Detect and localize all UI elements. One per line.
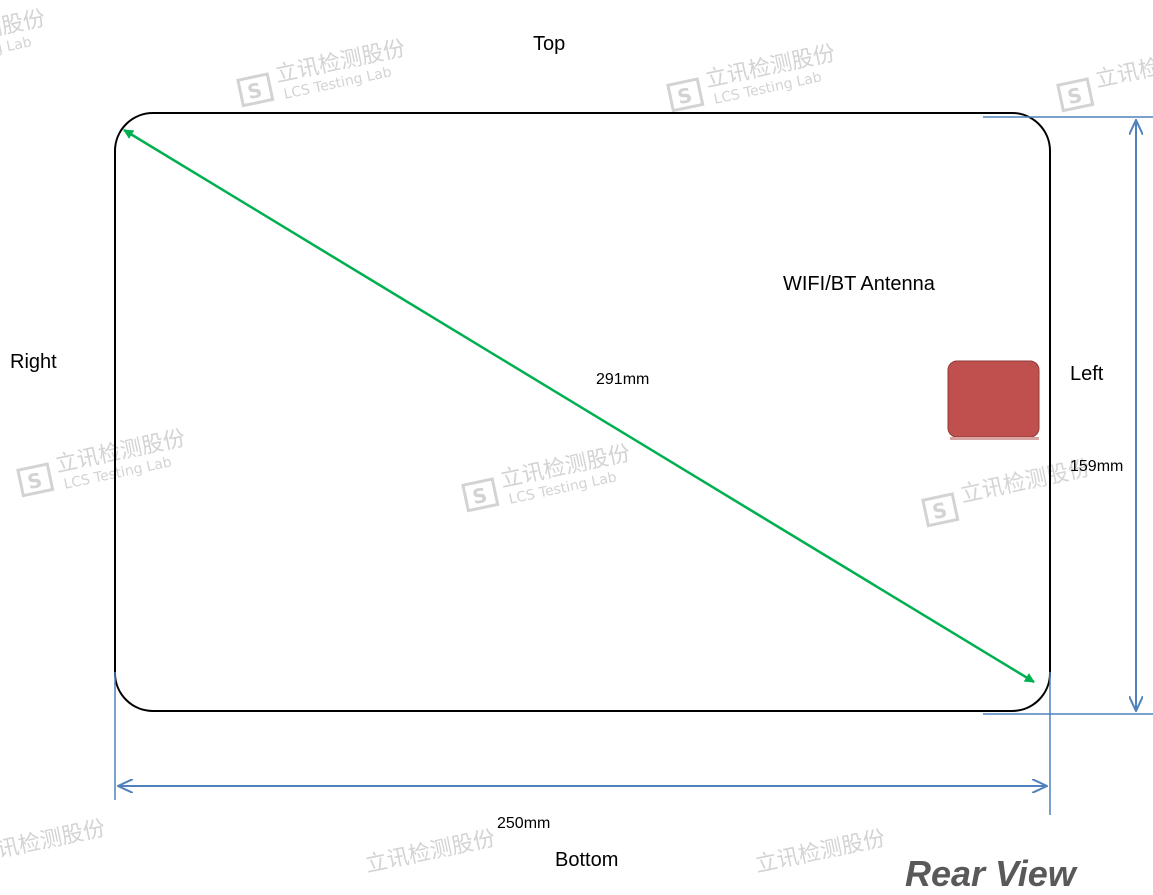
diagram-canvas: S 立讯检测股份 LCS Testing Lab 立讯检测股份 LCS Test…	[0, 6, 1153, 877]
height-dimension-label: 159mm	[1070, 458, 1124, 475]
antenna-block	[947, 360, 1040, 438]
watermark-cn: 立讯检测股份	[0, 816, 108, 868]
antenna-shadow	[950, 437, 1039, 440]
antenna-label: WIFI/BT Antenna	[783, 273, 935, 295]
side-label-top: Top	[533, 33, 566, 55]
side-label-right: Right	[10, 351, 57, 373]
watermark-cn: 立讯检测股份	[363, 826, 497, 877]
watermark-group: 立讯检测股份 LCS Testing Lab 立讯检测股份 LCS Testin…	[0, 6, 1153, 877]
rear-view-diagram: S 立讯检测股份 LCS Testing Lab 立讯检测股份 LCS Test…	[0, 6, 1153, 894]
view-title: Rear View	[905, 853, 1076, 894]
diagonal-dimension-label: 291mm	[596, 371, 650, 388]
device-outline	[114, 112, 1051, 712]
side-label-left: Left	[1070, 363, 1104, 385]
width-dimension-label: 250mm	[497, 815, 551, 832]
diagonal-dimension-arrow	[123, 128, 1035, 684]
watermark-cn: 立讯检测股份	[753, 826, 887, 877]
watermark-en: LCS Testing Lab	[0, 34, 33, 73]
side-label-bottom: Bottom	[555, 849, 619, 871]
watermark-cn: 立讯检测股份	[1093, 41, 1153, 93]
